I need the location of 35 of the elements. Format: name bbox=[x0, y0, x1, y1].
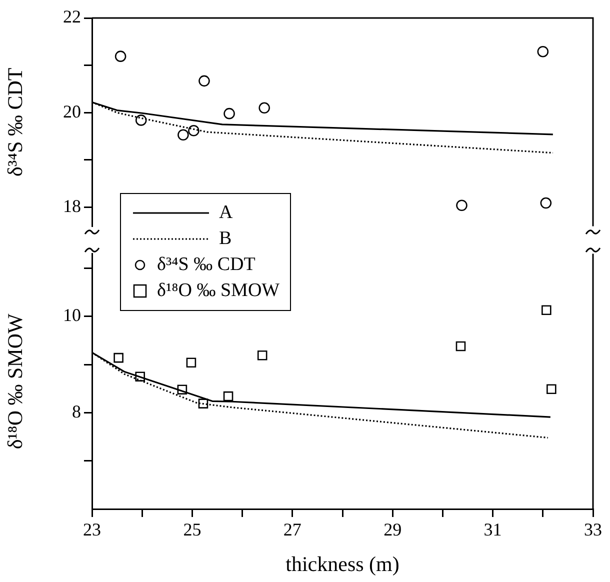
point bbox=[188, 124, 200, 136]
point bbox=[257, 350, 268, 360]
point bbox=[223, 391, 234, 402]
point bbox=[537, 46, 549, 58]
point bbox=[114, 352, 124, 363]
y-tick-label: 22 bbox=[63, 6, 81, 27]
y-tick-label: 10 bbox=[63, 305, 81, 326]
y-tick-label: 18 bbox=[63, 196, 81, 216]
legend-label: δ³⁴S ‰ CDT bbox=[157, 254, 256, 276]
y-axis-title: δ¹⁸O ‰ SMOW bbox=[3, 313, 28, 450]
point bbox=[542, 305, 552, 316]
point bbox=[540, 197, 552, 209]
point bbox=[224, 108, 235, 120]
point bbox=[258, 102, 270, 114]
x-tick-label: 27 bbox=[283, 520, 302, 540]
point bbox=[456, 200, 468, 212]
y-tick-label: 8 bbox=[72, 401, 81, 422]
x-axis-title: thickness (m) bbox=[286, 552, 400, 576]
legend-label: δ¹⁸O ‰ SMOW bbox=[157, 280, 280, 302]
x-tick-label: 33 bbox=[584, 520, 602, 540]
point bbox=[546, 384, 556, 394]
legend-label: B bbox=[219, 228, 232, 250]
point bbox=[178, 129, 189, 141]
point bbox=[114, 50, 126, 62]
x-tick-label: 23 bbox=[83, 520, 101, 540]
x-tick-label: 25 bbox=[183, 520, 202, 540]
point bbox=[186, 358, 196, 368]
point bbox=[456, 341, 466, 352]
y-axis-title: δ³⁴S ‰ CDT bbox=[3, 68, 28, 176]
y-tick-label: 20 bbox=[63, 101, 81, 122]
legend-label: A bbox=[219, 202, 233, 224]
point bbox=[198, 75, 210, 87]
x-tick-label: 31 bbox=[484, 520, 502, 540]
x-tick-label: 29 bbox=[384, 520, 402, 540]
point bbox=[135, 114, 147, 126]
